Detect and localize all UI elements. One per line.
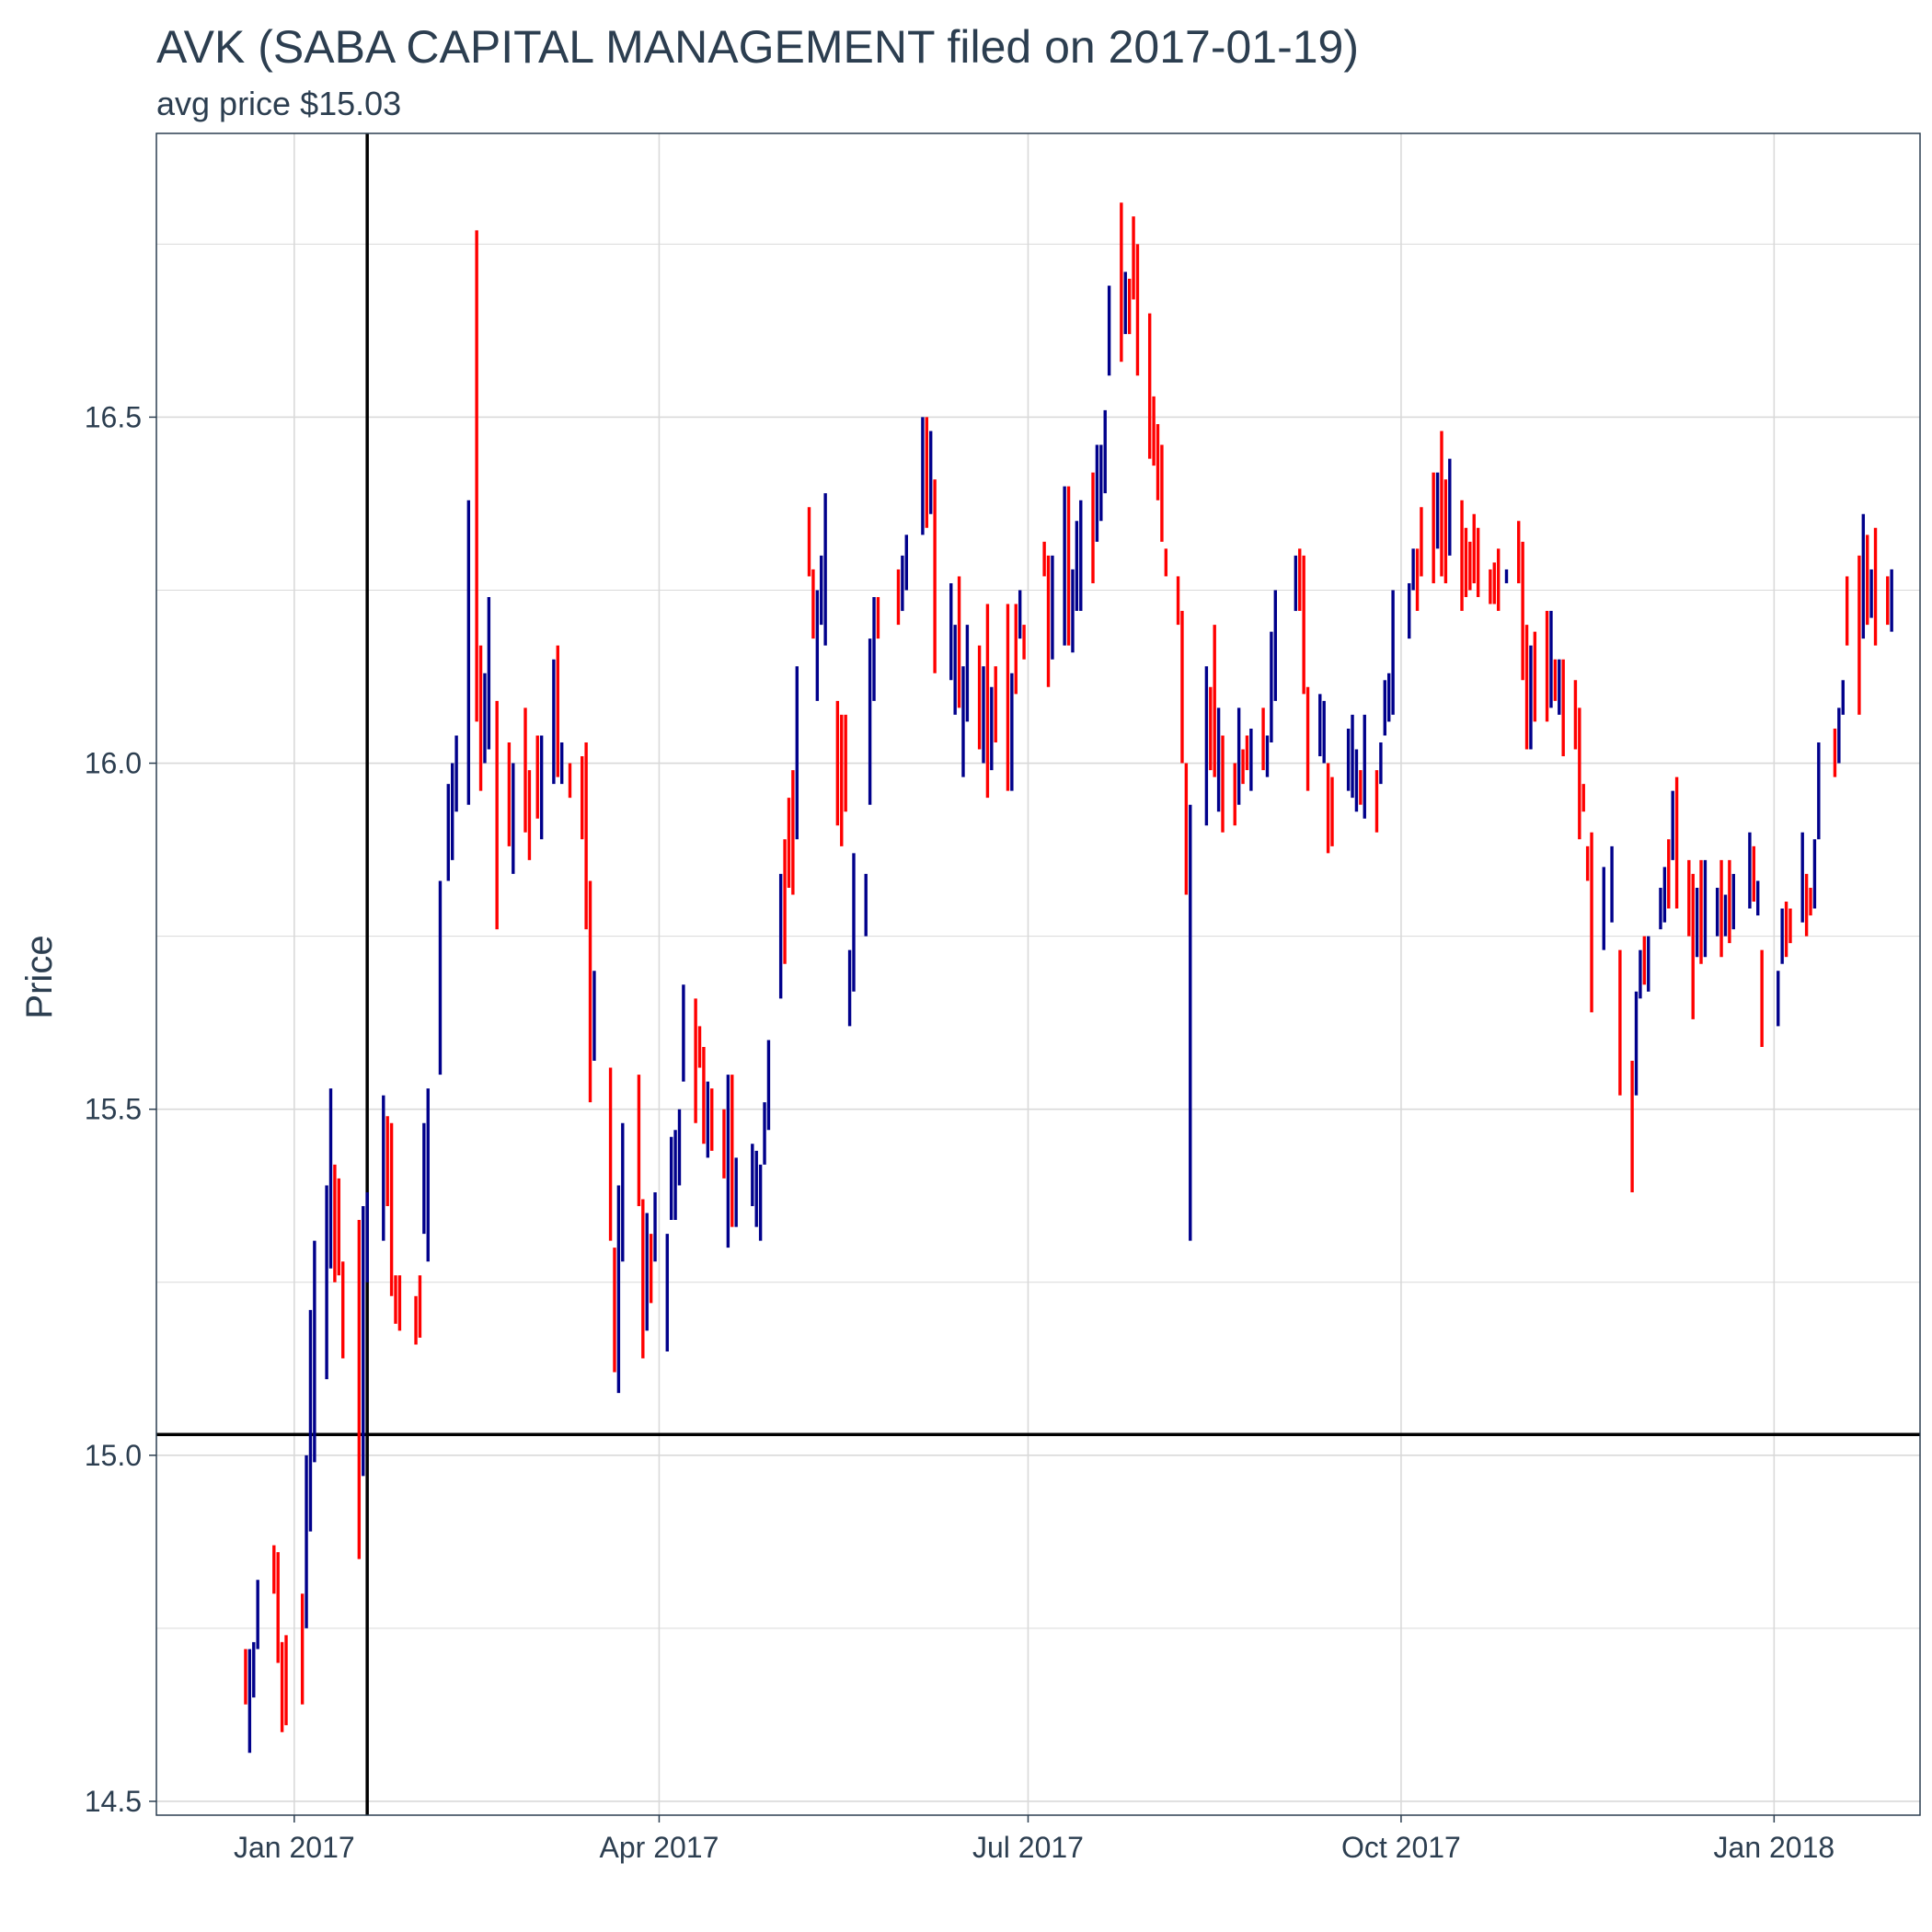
chart-subtitle: avg price $15.03 <box>156 85 402 122</box>
price-bars <box>244 202 1893 1754</box>
reference-lines <box>156 133 1920 1815</box>
x-tick-label: Jan 2018 <box>1714 1831 1835 1864</box>
x-tick-label: Apr 2017 <box>600 1831 719 1864</box>
y-tick-label: 15.0 <box>85 1439 142 1472</box>
y-tick-label: 16.5 <box>85 400 142 433</box>
y-tick-label: 15.5 <box>85 1093 142 1126</box>
grid <box>156 133 1920 1815</box>
axes: 14.5 15.0 15.5 16.0 16.5 Jan 2017 Apr 2017 Jul … <box>85 400 1834 1864</box>
y-tick-label: 14.5 <box>85 1785 142 1818</box>
plot-panel-border <box>155 132 1921 1816</box>
x-tick-label: Oct 2017 <box>1341 1831 1461 1864</box>
x-tick-label: Jul 2017 <box>972 1831 1084 1864</box>
chart-title: AVK (SABA CAPITAL MANAGEMENT filed on 20… <box>156 21 1360 73</box>
y-axis-title: Price <box>19 935 60 1018</box>
x-tick-label: Jan 2017 <box>234 1831 355 1864</box>
y-tick-label: 16.0 <box>85 747 142 780</box>
